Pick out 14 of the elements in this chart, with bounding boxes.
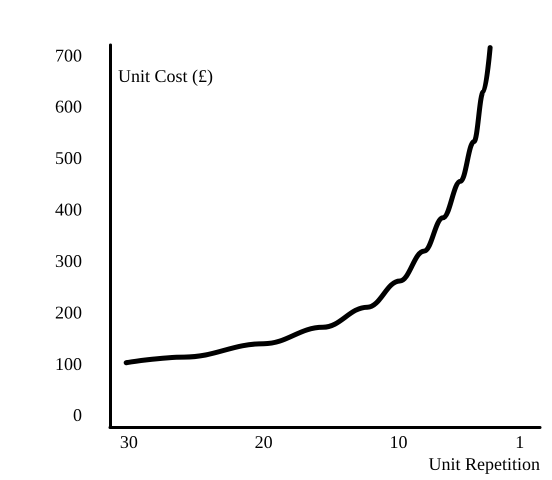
y-tick-label: 400 [55, 200, 82, 220]
x-tick-label: 1 [515, 432, 524, 452]
y-tick-label: 200 [55, 302, 82, 322]
y-tick-label: 300 [55, 250, 82, 271]
x-axis-title: Unit Repetition [428, 454, 540, 474]
y-tick-label: 600 [55, 96, 82, 117]
y-tick-label: 700 [55, 45, 82, 66]
y-tick-label: 500 [55, 148, 82, 168]
y-axis-title: Unit Cost (£) [118, 66, 214, 86]
x-tick-label: 10 [389, 432, 408, 452]
y-tick-label: 0 [73, 405, 82, 426]
x-tick-label: 20 [254, 432, 273, 452]
x-tick-label: 30 [120, 432, 138, 452]
y-tick-label: 100 [55, 354, 82, 374]
